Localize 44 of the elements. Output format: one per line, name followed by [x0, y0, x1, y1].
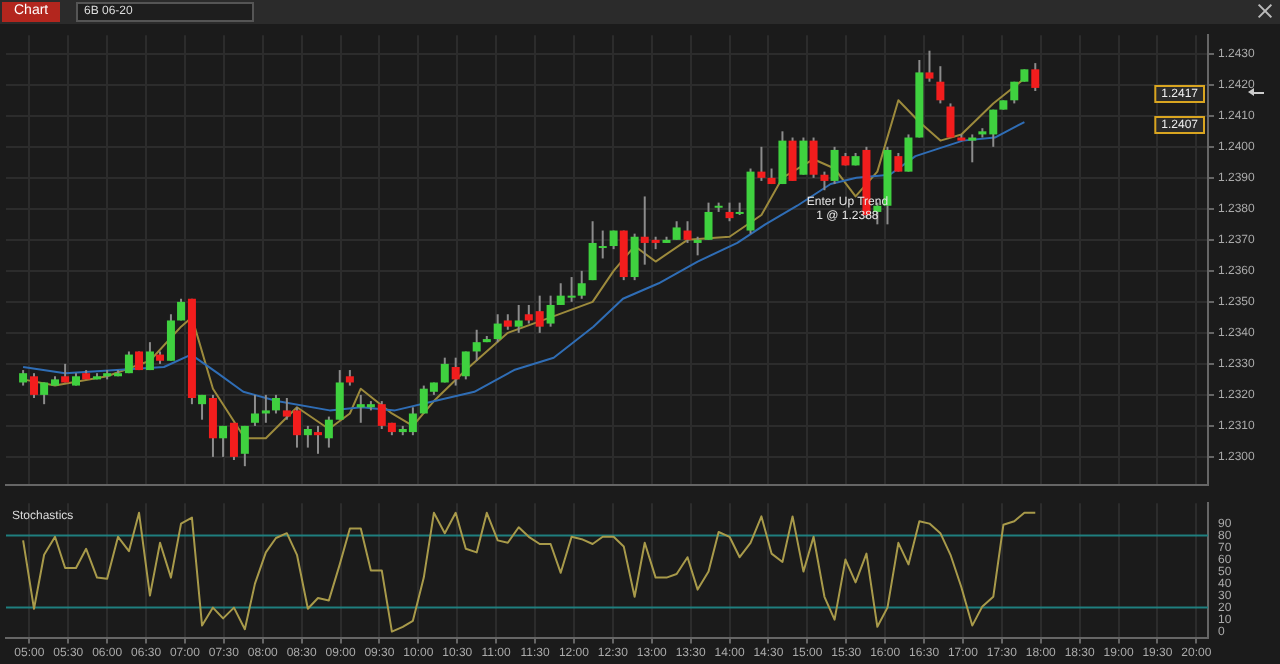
candlestick [894, 152, 903, 173]
candlestick [198, 393, 207, 421]
candlestick [799, 136, 808, 176]
candlestick [440, 356, 449, 384]
candlestick [1031, 62, 1040, 93]
candlestick [461, 350, 470, 381]
candlestick [925, 49, 934, 83]
candlestick [271, 393, 280, 415]
candlestick [778, 130, 787, 186]
candlestick [451, 356, 460, 387]
candlestick [30, 372, 39, 399]
candlestick [514, 303, 523, 334]
candlestick [303, 424, 312, 449]
candlestick [261, 393, 270, 424]
candlestick [788, 136, 797, 182]
candlestick [672, 220, 681, 241]
candlestick [229, 421, 238, 461]
candlestick [704, 201, 713, 241]
candlestick [946, 102, 955, 139]
candlestick [693, 235, 702, 257]
candlestick [619, 229, 628, 282]
candlestick [757, 145, 766, 182]
candlestick [472, 328, 481, 362]
candlestick [830, 145, 839, 186]
candlestick [208, 393, 217, 458]
candlestick [936, 65, 945, 105]
candlestick [577, 269, 586, 300]
candlestick [725, 201, 734, 223]
candlestick [166, 313, 175, 362]
candlestick [968, 133, 977, 164]
candlestick [809, 136, 818, 179]
candlestick [335, 369, 344, 421]
candlestick [145, 341, 154, 372]
candlestick [546, 294, 555, 328]
candlestick [313, 424, 322, 455]
candlestick [630, 232, 639, 282]
candlestick [820, 170, 829, 192]
candlestick [904, 133, 913, 173]
candlestick [683, 220, 692, 244]
candlestick [240, 424, 249, 468]
candlestick [324, 415, 333, 449]
candlestick [250, 393, 259, 427]
candlestick [493, 313, 502, 344]
candlestick [219, 424, 228, 458]
